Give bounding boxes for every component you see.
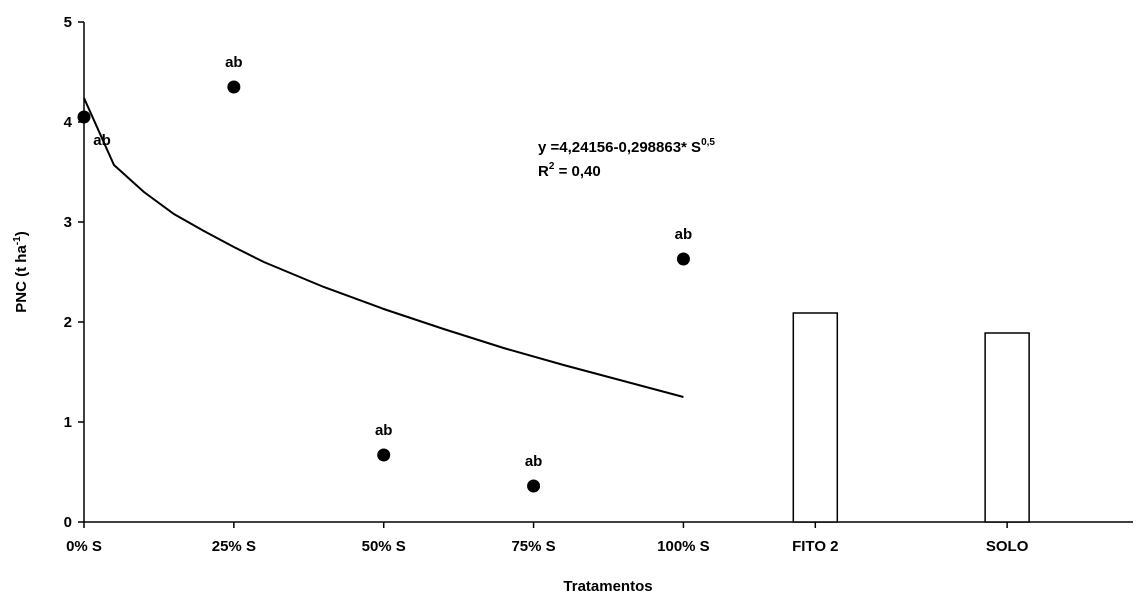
bar [792,312,839,523]
equation-text: y =4,24156-0,298863* S [538,139,701,156]
y-tick-label: 5 [64,14,72,31]
fit-line [83,97,684,398]
r-squared: R2 = 0,40 [538,161,601,180]
point-label: ab [375,422,393,439]
point-label: ab [525,453,543,470]
x-tick-label: 0% S [66,538,102,555]
data-point [77,110,91,124]
y-tick-label: 0 [64,514,72,531]
point-label: ab [225,54,243,71]
data-point [527,479,541,493]
y-label-sup: -1 [12,236,23,245]
y-tick-label: 4 [64,114,73,131]
y-tick-label: 2 [64,314,72,331]
bar [984,332,1030,523]
data-point [377,448,391,462]
x-axis-label: Tratamentos [563,578,652,595]
point-label: ab [93,132,111,149]
x-tick-label: FITO 2 [792,538,838,555]
x-tick-label: 100% S [657,538,710,555]
data-point [227,80,241,94]
x-tick-label: 75% S [511,538,555,555]
x-tick-label: 50% S [362,538,406,555]
y-label-tail: ) [13,231,30,236]
point-label: ab [675,226,693,243]
y-axis-label: PNC (t ha-1) [12,231,30,312]
y-tick-label: 3 [64,214,72,231]
y-label-text: PNC (t ha [13,245,30,313]
x-tick-label: 25% S [212,538,256,555]
equation-sup: 0,5 [701,137,715,148]
x-tick-label: SOLO [986,538,1029,555]
y-tick-label: 1 [64,414,72,431]
equation: y =4,24156-0,298863* S0,5 [538,137,715,156]
r-text: R [538,163,549,180]
r-sup: 2 [549,161,555,172]
data-point [676,252,690,266]
r-tail: = 0,40 [554,163,600,180]
